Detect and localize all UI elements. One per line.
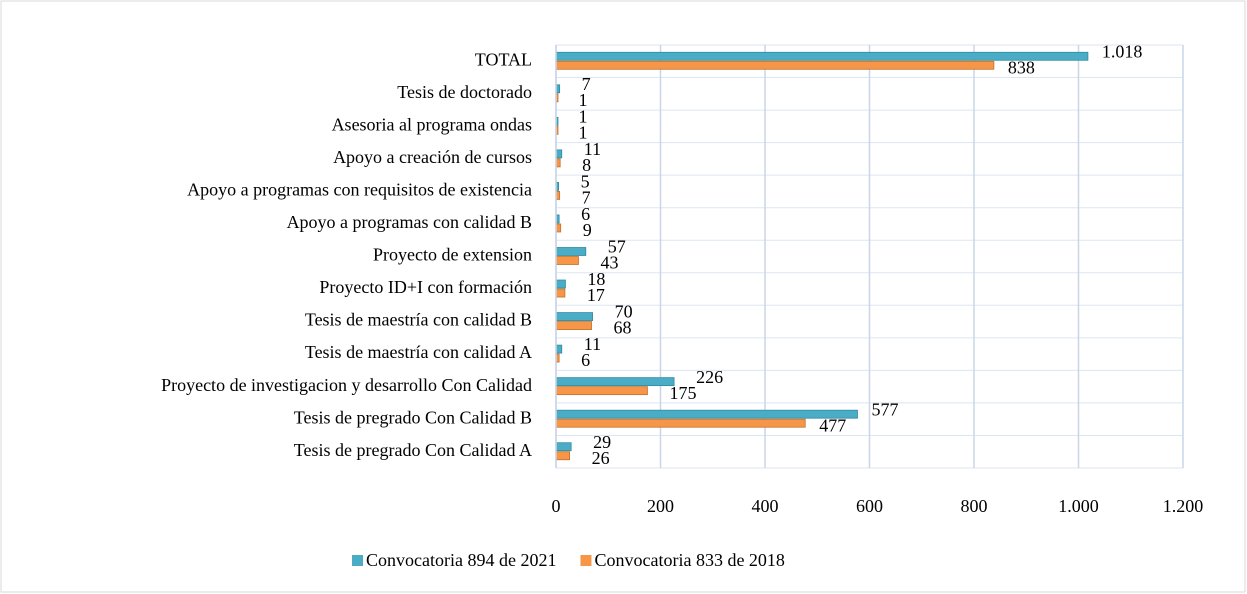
data-label: 11 [584, 334, 601, 354]
legend-label: Convocatoria 833 de 2018 [594, 550, 784, 570]
data-label: 11 [584, 139, 601, 159]
data-label: 6 [581, 350, 590, 370]
y-tick-label: Apoyo a programas con calidad B [287, 212, 532, 232]
data-label: 18 [587, 269, 605, 289]
x-tick-label: 200 [647, 496, 674, 516]
data-label: 5 [581, 172, 590, 192]
bar [555, 312, 593, 321]
data-label: 226 [696, 367, 723, 387]
bar [555, 60, 995, 70]
y-tick-label: Tesis de maestría con calidad B [305, 310, 532, 330]
y-tick-label: Proyecto ID+I con formación [319, 277, 532, 297]
legend-label: Convocatoria 894 de 2021 [366, 550, 556, 570]
bar [555, 247, 587, 256]
data-label: 26 [592, 448, 610, 468]
y-tick-label: Asesoria al programa ondas [332, 114, 532, 134]
data-label: 43 [600, 253, 618, 273]
bar [555, 418, 806, 428]
legend-swatch [352, 555, 363, 566]
data-label: 68 [614, 318, 632, 338]
data-label: 17 [587, 285, 605, 305]
data-label: 1 [579, 106, 588, 126]
data-label: 1.018 [1102, 41, 1143, 61]
y-tick-label: Proyecto de extension [373, 245, 532, 265]
bar [555, 256, 579, 265]
x-tick-label: 800 [961, 496, 988, 516]
data-label: 8 [582, 155, 591, 175]
x-tick-label: 600 [856, 496, 883, 516]
data-label: 70 [615, 302, 633, 322]
bar [555, 377, 675, 387]
bar [555, 409, 858, 419]
y-tick-label: Apoyo a programas con requisitos de exis… [187, 180, 532, 200]
bar [555, 149, 563, 159]
y-tick-label: TOTAL [475, 49, 532, 69]
x-tick-label: 1.200 [1163, 496, 1204, 516]
data-label: 7 [582, 74, 591, 94]
data-label: 57 [608, 237, 626, 257]
y-tick-label: Tesis de maestría con calidad A [305, 342, 532, 362]
y-tick-label: Tesis de pregrado Con Calidad B [294, 407, 532, 427]
data-label: 6 [581, 204, 590, 224]
x-tick-label: 400 [752, 496, 779, 516]
data-label: 1 [579, 90, 588, 110]
y-tick-label: Apoyo a creación de cursos [333, 147, 532, 167]
bar [555, 288, 566, 298]
data-label: 838 [1008, 57, 1035, 77]
bar [555, 344, 563, 354]
bar [555, 386, 648, 396]
y-tick-label: Proyecto de investigacion y desarrollo C… [161, 375, 532, 395]
data-label: 7 [582, 188, 591, 208]
data-label: 1 [579, 122, 588, 142]
bar [555, 442, 572, 452]
data-label: 9 [583, 220, 592, 240]
y-tick-label: Tesis de pregrado Con Calidad A [294, 440, 532, 460]
data-label: 29 [593, 432, 611, 452]
bar [555, 451, 570, 461]
bar [555, 279, 566, 289]
bar [555, 321, 592, 330]
data-label: 577 [871, 399, 898, 419]
data-label: 477 [819, 415, 846, 435]
x-tick-label: 0 [552, 496, 561, 516]
y-tick-label: Tesis de doctorado [397, 82, 532, 102]
x-tick-label: 1.000 [1058, 496, 1099, 516]
data-label: 175 [669, 383, 696, 403]
legend-swatch [580, 555, 592, 566]
